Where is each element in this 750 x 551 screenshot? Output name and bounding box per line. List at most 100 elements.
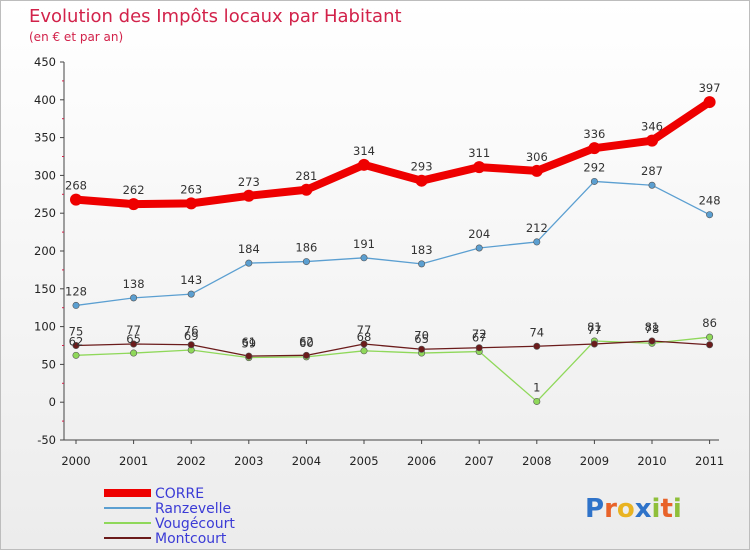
data-label: 78: [645, 322, 660, 336]
x-tick-label: 2007: [465, 454, 494, 468]
logo-letter: P: [585, 494, 604, 524]
chart-title: Evolution des Impôts locaux par Habitant: [29, 6, 402, 27]
y-tick-label: 150: [34, 282, 56, 296]
data-point: [360, 340, 368, 348]
data-label: 62: [69, 334, 84, 348]
series-line: [72, 98, 714, 209]
data-point: [418, 260, 426, 268]
x-tick-label: 2011: [695, 454, 724, 468]
data-point: [415, 174, 428, 187]
data-label: 75: [69, 325, 84, 339]
data-point: [475, 344, 483, 352]
data-label: 287: [641, 164, 663, 178]
data-label: 74: [529, 325, 544, 339]
data-point: [130, 294, 138, 302]
data-label: 314: [353, 144, 375, 158]
legend-label: Ranzevelle: [155, 501, 231, 517]
data-label: 268: [65, 179, 87, 193]
data-label: 86: [702, 316, 717, 330]
series-layer: [70, 96, 716, 405]
data-point: [418, 345, 426, 353]
data-label: 1: [533, 380, 540, 394]
data-point: [648, 337, 656, 345]
data-label: 128: [65, 284, 87, 298]
logo-letter: i: [652, 494, 661, 524]
data-point: [187, 341, 195, 349]
data-point: [533, 238, 541, 246]
y-tick-label: 350: [34, 131, 56, 145]
data-label: 293: [411, 160, 433, 174]
data-label: 306: [526, 150, 548, 164]
data-label: 262: [123, 183, 145, 197]
data-point: [706, 341, 714, 349]
data-label: 311: [468, 146, 490, 160]
data-label: 273: [238, 175, 260, 189]
data-point: [302, 351, 310, 359]
series-line: [75, 336, 711, 403]
data-point: [530, 164, 543, 177]
y-tick-label: 250: [34, 206, 56, 220]
data-point: [475, 244, 483, 252]
data-point: [300, 183, 313, 196]
data-label: 61: [241, 335, 256, 349]
data-label: 336: [583, 127, 605, 141]
y-tick-label: 400: [34, 93, 56, 107]
data-point: [245, 352, 253, 360]
data-point: [590, 340, 598, 348]
x-tick-label: 2001: [119, 454, 148, 468]
data-label: 77: [357, 323, 372, 337]
x-tick-label: 2005: [349, 454, 378, 468]
legend-label: Vougécourt: [155, 516, 235, 532]
y-tick-label: 200: [34, 244, 56, 258]
x-tick-label: 2000: [61, 454, 90, 468]
data-label: 138: [123, 277, 145, 291]
data-point: [72, 351, 80, 359]
chart-subtitle: (en € et par an): [29, 30, 123, 44]
data-label: 59: [241, 337, 256, 351]
data-label: 263: [180, 182, 202, 196]
data-label: 186: [295, 241, 317, 255]
data-point: [245, 259, 253, 267]
data-point: [130, 349, 138, 357]
data-label: 62: [299, 334, 314, 348]
data-label: 72: [472, 327, 487, 341]
data-label: 76: [184, 324, 199, 338]
data-point: [706, 333, 714, 341]
data-label: 70: [414, 328, 429, 342]
data-point: [473, 161, 486, 174]
data-point: [187, 290, 195, 298]
y-tick-label: 0: [49, 395, 56, 409]
data-label: 81: [645, 320, 660, 334]
x-tick-label: 2003: [234, 454, 263, 468]
x-tick-label: 2006: [407, 454, 436, 468]
data-label: 81: [587, 320, 602, 334]
x-tick-label: 2010: [637, 454, 666, 468]
y-tick-label: 100: [34, 320, 56, 334]
axes: 450 400 350 300 250 200 150 100 50 0 -50 2000 2001 20…: [34, 55, 724, 468]
data-label: 204: [468, 227, 490, 241]
logo-letter: i: [673, 494, 682, 524]
logo-letter: r: [604, 494, 617, 524]
data-point: [302, 258, 310, 266]
data-point: [360, 347, 368, 355]
data-point: [648, 181, 656, 189]
data-point: [360, 254, 368, 262]
legend-label: Montcourt: [155, 531, 227, 547]
y-tick-label: 300: [34, 168, 56, 182]
proxiti-logo: Proxiti: [585, 494, 682, 524]
data-point: [242, 189, 255, 202]
logo-letter: t: [660, 494, 672, 524]
x-tick-label: 2002: [177, 454, 206, 468]
data-point: [703, 96, 716, 109]
data-label: 212: [526, 221, 548, 235]
data-point: [588, 142, 601, 155]
data-label: 281: [295, 169, 317, 183]
logo-letter: x: [635, 494, 652, 524]
data-label: 248: [699, 194, 721, 208]
data-label: 397: [699, 81, 721, 95]
series-line: [75, 340, 711, 357]
